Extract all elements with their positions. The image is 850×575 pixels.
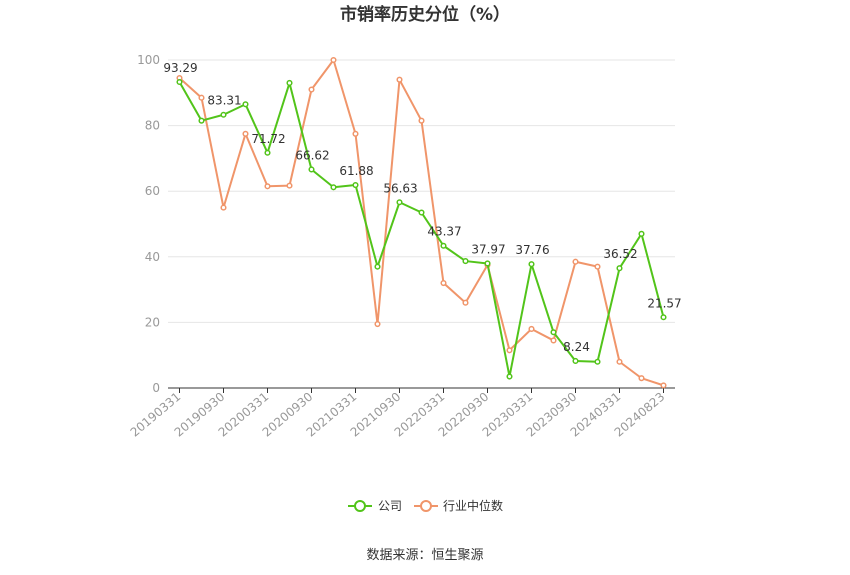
y-tick-label: 20 (145, 315, 160, 329)
data-label: 83.31 (207, 94, 241, 108)
y-tick-label: 60 (145, 184, 160, 198)
data-point (418, 117, 425, 124)
legend-marker (420, 500, 432, 512)
y-tick-label: 80 (145, 119, 160, 133)
data-point (330, 56, 337, 64)
data-point (286, 79, 293, 87)
data-label: 37.97 (471, 242, 505, 256)
legend[interactable]: 公司 行业中位数 (348, 498, 503, 513)
data-label: 37.76 (515, 243, 549, 257)
data-point (638, 375, 645, 382)
data-point (308, 166, 315, 173)
data-point (396, 199, 403, 206)
data-point (418, 209, 425, 216)
chart-title: 市销率历史分位（%） (340, 4, 510, 25)
data-label: 43.37 (427, 225, 461, 239)
data-point (638, 230, 645, 237)
legend-label: 行业中位数 (443, 498, 503, 513)
series-line-1 (178, 59, 664, 387)
data-point (506, 373, 513, 380)
legend-label: 公司 (378, 499, 402, 513)
data-point (242, 130, 249, 137)
data-point (594, 263, 601, 270)
data-point (506, 347, 513, 354)
y-axis: 0 20 40 60 80 100 (137, 53, 160, 395)
data-point (528, 261, 535, 268)
legend-marker (354, 500, 366, 512)
data-point (616, 265, 623, 272)
legend-item-1[interactable]: 行业中位数 (414, 498, 503, 513)
data-point (176, 78, 183, 86)
data-point (550, 337, 557, 344)
y-tick-label: 100 (137, 53, 160, 67)
data-point (374, 263, 381, 270)
data-point (440, 242, 447, 249)
data-labels: 93.29 83.31 71.72 66.62 61.88 56.63 43.37 37.97… (163, 61, 681, 354)
data-point (440, 279, 447, 287)
y-tick-label: 40 (145, 250, 160, 264)
data-point (528, 325, 535, 333)
data-point (352, 130, 359, 137)
data-label: 36.52 (603, 247, 637, 261)
series-lines (176, 56, 667, 389)
data-point (550, 329, 557, 336)
data-point (286, 182, 293, 189)
data-point (198, 117, 205, 124)
legend-item-0[interactable]: 公司 (348, 499, 402, 513)
data-point (220, 204, 227, 211)
data-label: 8.24 (563, 340, 590, 354)
data-point (374, 320, 381, 328)
data-label: 66.62 (295, 148, 329, 162)
data-point (396, 76, 403, 83)
data-point (198, 94, 205, 101)
data-label: 93.29 (163, 61, 197, 75)
data-source: 数据来源：恒生聚源 (366, 548, 483, 563)
data-label: 56.63 (383, 181, 417, 195)
data-point (264, 149, 271, 156)
data-point (264, 183, 271, 190)
data-point (242, 101, 249, 108)
data-point (660, 382, 667, 389)
data-point (660, 314, 667, 321)
grid-lines (168, 59, 675, 323)
data-point (462, 258, 469, 265)
data-label: 71.72 (251, 132, 285, 146)
data-point (352, 181, 359, 189)
data-point (594, 358, 601, 365)
data-point (484, 260, 491, 267)
data-point (572, 258, 579, 265)
data-point (616, 358, 623, 365)
data-point (462, 299, 469, 306)
data-point (220, 111, 227, 118)
data-point (308, 86, 315, 93)
data-point (572, 357, 579, 365)
data-label: 21.57 (647, 296, 681, 310)
y-tick-label: 0 (152, 381, 160, 395)
x-axis: 2019033120190930202003312020093020210331… (128, 387, 675, 440)
data-point (330, 184, 337, 191)
data-label: 61.88 (339, 164, 373, 178)
